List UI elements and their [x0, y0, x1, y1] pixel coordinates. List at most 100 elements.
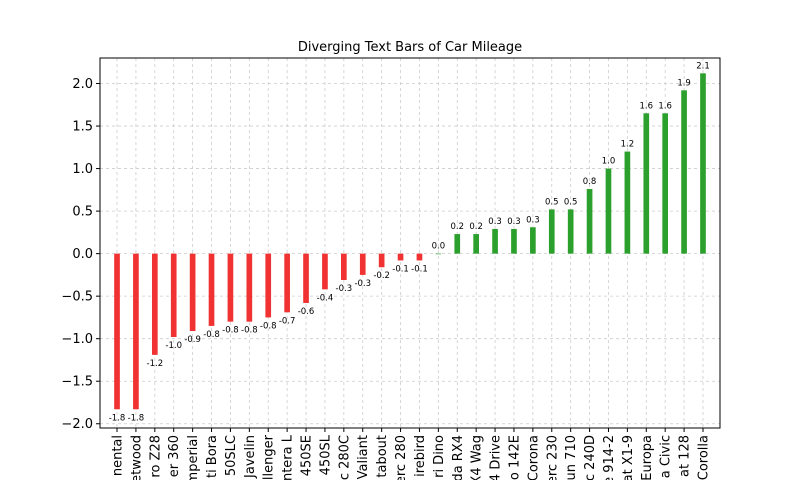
bar [681, 90, 687, 254]
data-label: -1.0 [165, 341, 182, 351]
bar [530, 227, 536, 254]
x-tick-label: c 280C [337, 435, 352, 480]
data-label: 1.2 [621, 140, 635, 150]
y-tick-label: −2.0 [61, 417, 93, 432]
y-tick-label: −1.0 [61, 332, 93, 347]
bar [492, 228, 498, 254]
data-label: -0.8 [203, 330, 220, 340]
bar [151, 253, 158, 355]
data-label: -0.8 [222, 326, 239, 336]
x-tick-label: mperial [186, 435, 201, 480]
y-tick-label: −0.5 [61, 290, 93, 305]
data-label: 0.2 [469, 222, 483, 232]
bar [359, 253, 366, 275]
bar [548, 209, 555, 254]
bar [284, 253, 290, 313]
bar [586, 188, 593, 254]
bar [624, 151, 631, 254]
x-tick-label: Valiant [356, 435, 371, 479]
y-tick-label: 0.5 [72, 205, 93, 220]
x-tick-label: at 128 [678, 435, 693, 477]
x-tick-label: o 142E [507, 435, 522, 480]
x-tick-label: c 240D [583, 435, 598, 480]
data-label: 0.3 [488, 217, 502, 227]
x-tick-label: ro Z28 [148, 435, 163, 478]
data-label: -1.8 [109, 413, 126, 423]
data-label: -0.6 [298, 307, 315, 317]
data-label: 0.5 [564, 197, 578, 207]
bar [303, 253, 309, 303]
bar [454, 234, 461, 254]
bar [605, 168, 612, 254]
x-tick-label: da RX4 [451, 435, 466, 480]
x-tick-label: Corolla [696, 435, 711, 480]
x-tick-label: ti Bora [205, 435, 220, 478]
bar [208, 253, 215, 326]
data-label: 0.3 [507, 217, 521, 227]
data-label: -0.7 [279, 316, 296, 326]
data-label: -0.3 [354, 279, 371, 289]
bar [114, 253, 120, 410]
bar [416, 253, 423, 261]
bar [265, 253, 272, 318]
x-tick-label: un 710 [564, 435, 579, 480]
bar [133, 253, 139, 410]
data-label: -0.2 [373, 271, 390, 281]
data-label: -0.3 [336, 284, 353, 294]
y-tick-label: 1.5 [72, 120, 93, 135]
bar [643, 113, 650, 254]
x-tick-label: irebird [413, 435, 428, 477]
data-label: -0.8 [260, 321, 277, 331]
chart-title: Diverging Text Bars of Car Mileage [298, 40, 522, 55]
bar [700, 73, 706, 254]
y-tick-label: −1.5 [61, 375, 93, 390]
bar [189, 253, 196, 332]
data-label: -0.1 [411, 264, 428, 274]
data-label: 0.0 [432, 242, 446, 252]
data-label: 1.9 [677, 78, 691, 88]
data-label: 1.0 [602, 157, 616, 167]
bar [322, 253, 328, 290]
x-tick-label: tabout [375, 435, 390, 478]
y-tick-label: 1.0 [72, 162, 93, 177]
x-tick-label: er 360 [167, 435, 182, 477]
data-label: 0.2 [450, 222, 464, 232]
data-label: 1.6 [640, 101, 654, 111]
y-tick-label: 2.0 [72, 77, 93, 92]
grid-layer [100, 58, 720, 428]
bar [567, 209, 574, 254]
bar [662, 113, 669, 254]
bar [435, 253, 442, 255]
x-tick-label: llenger [262, 434, 277, 480]
x-tick-label: 50SLC [224, 435, 239, 476]
data-label: -1.8 [128, 413, 145, 423]
data-label: -0.8 [241, 326, 258, 336]
bar [397, 253, 404, 261]
bar-layer [114, 73, 706, 410]
data-label-layer: -1.8 -1.8-1.2-1.0-0.9-0.8 -0.8 -0.8 -0.8-0.7… [109, 61, 710, 423]
bar [378, 253, 385, 268]
x-tick-label: ntera L [281, 434, 296, 480]
x-tick-label: nental [111, 435, 126, 476]
x-tick-label: at X1-9 [621, 435, 636, 480]
data-label: 0.5 [545, 197, 559, 207]
data-label: 1.6 [658, 101, 672, 111]
x-tick-label: 450SE [300, 435, 315, 476]
x-tick-label: ri Dino [432, 435, 447, 478]
x-tick-label: erc 230 [545, 435, 560, 480]
bar [246, 253, 253, 322]
data-label: 2.1 [696, 61, 710, 71]
data-label: -0.1 [392, 264, 409, 274]
data-label: 0.3 [526, 215, 540, 225]
x-tick-label: etwood [129, 435, 144, 480]
y-tick-label: 0.0 [72, 247, 93, 262]
x-tick-label: Corona [526, 435, 541, 480]
bar [473, 234, 479, 254]
data-label: 0.8 [583, 177, 597, 187]
x-tick-label: erc 280 [394, 435, 409, 480]
data-label: -0.4 [317, 293, 334, 303]
x-tick-label: 450SL [318, 434, 333, 475]
x-tick-label: 4 Drive [489, 435, 504, 480]
